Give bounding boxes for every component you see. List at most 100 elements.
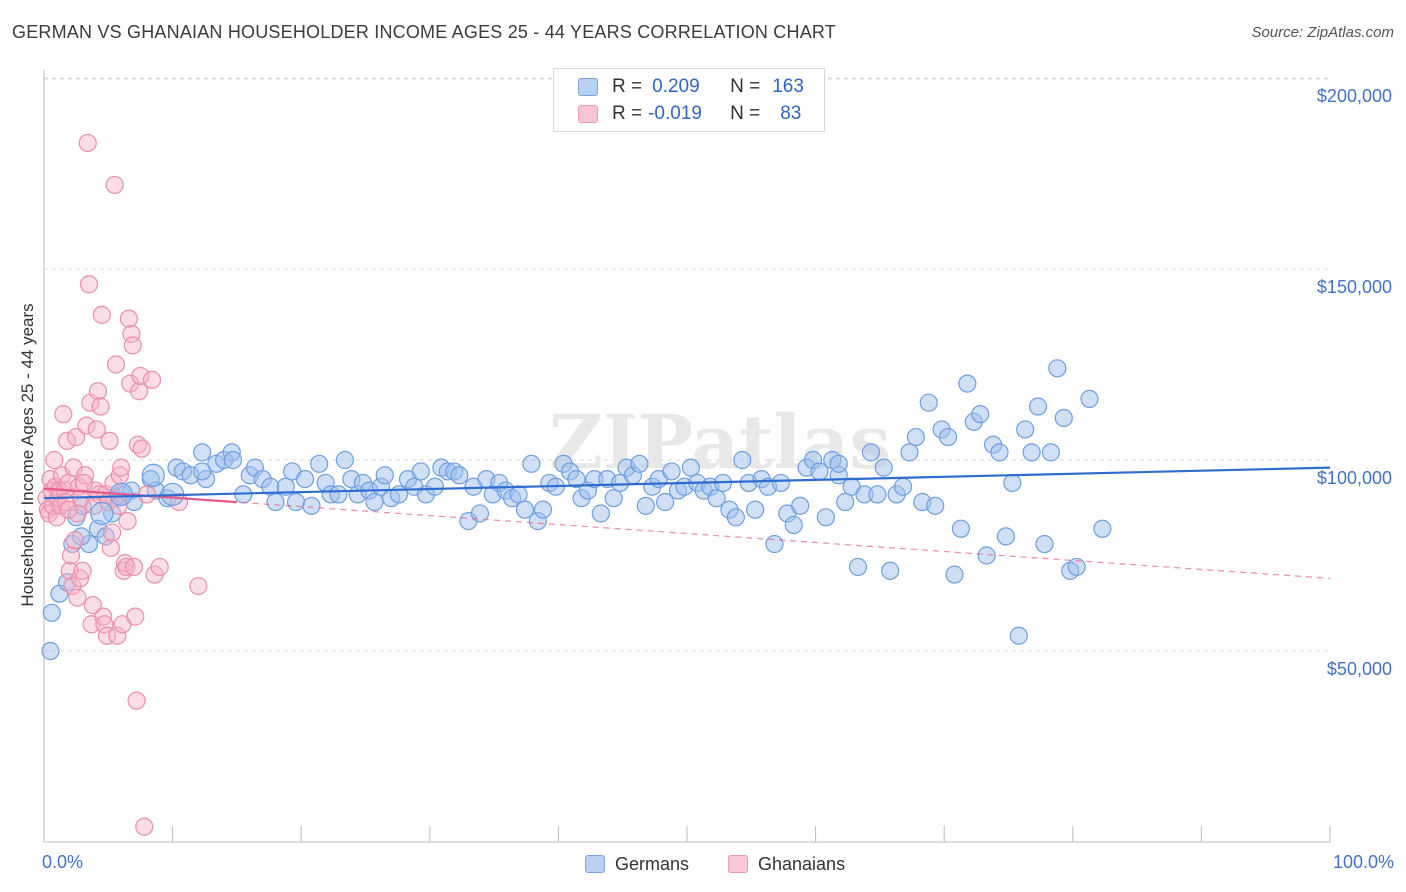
y-tick-label-200000: $200,000 — [1316, 86, 1392, 106]
german-point — [791, 496, 810, 515]
german-point — [996, 527, 1016, 546]
german-point — [470, 504, 490, 523]
german-point — [335, 450, 355, 470]
ghanaian-point — [105, 175, 124, 195]
german-point — [662, 462, 681, 481]
german-point — [771, 473, 790, 493]
ghanaian-point — [58, 431, 77, 450]
ghanaian-point — [119, 309, 138, 328]
ghanaian-point — [74, 473, 93, 493]
german-point — [1016, 420, 1035, 439]
german-point — [509, 485, 528, 504]
ghanaian-point — [108, 626, 127, 645]
german-point — [1067, 557, 1086, 577]
ghanaian-point — [142, 370, 162, 389]
german-point — [522, 454, 541, 473]
german-point — [286, 492, 306, 512]
y-tick-label-50000: $50,000 — [1326, 659, 1392, 679]
german-point — [861, 443, 880, 462]
legend-r-value: 0.209 — [652, 76, 700, 97]
ghanaian-swatch — [728, 855, 748, 873]
ghanaian-point — [65, 531, 84, 550]
bottom-legend-ghanaians-label: Ghanaians — [758, 853, 846, 874]
german-swatch — [578, 78, 598, 96]
german-point — [733, 450, 752, 470]
german-point — [1035, 534, 1054, 554]
ghanaian-point — [78, 133, 97, 153]
german-point — [1028, 397, 1048, 416]
ghanaian-point — [124, 557, 144, 577]
ghanaian-point — [91, 397, 110, 416]
german-point — [389, 485, 409, 504]
ghanaian-point — [131, 366, 150, 386]
ghanaian-point — [127, 691, 146, 710]
german-point — [302, 496, 321, 515]
german-point — [829, 454, 848, 473]
german-point — [681, 458, 700, 477]
german-point — [636, 496, 655, 515]
ghanaian-point — [68, 588, 87, 607]
german-point — [945, 565, 964, 584]
german-point — [746, 500, 765, 519]
ghanaian-point — [54, 405, 73, 424]
ghanaian-point — [59, 500, 78, 519]
chart-title: GERMAN VS GHANAIAN HOUSEHOLDER INCOME AG… — [12, 22, 836, 42]
german-point — [906, 427, 926, 447]
german-point — [1048, 359, 1067, 378]
german-point — [958, 374, 977, 393]
bottom-legend-germans: Germans — [585, 852, 689, 876]
ghanaian-point — [101, 538, 120, 557]
german-point — [938, 427, 958, 447]
german-point — [1022, 443, 1041, 462]
ghanaian-point — [189, 576, 208, 596]
legend-n-value: 83 — [780, 103, 802, 124]
legend-row-ghanaians: R = -0.019 N = 83 — [578, 102, 801, 126]
ghanaian-swatch — [578, 105, 598, 123]
german-point — [656, 492, 675, 512]
ghanaian-point — [60, 561, 79, 580]
german-point — [971, 405, 990, 424]
german-point — [90, 501, 114, 526]
german-trend-line — [43, 466, 1331, 500]
ghanaian-point — [117, 557, 136, 577]
german-point — [977, 546, 996, 565]
ghanaian-point — [103, 523, 122, 542]
german-point — [1003, 473, 1022, 493]
german-point — [375, 466, 394, 485]
ghanaian-point — [61, 546, 81, 565]
german-point — [951, 519, 971, 538]
german-point — [765, 534, 784, 554]
german-point — [193, 443, 212, 462]
german-point — [990, 443, 1009, 462]
ghanaian-point — [92, 305, 111, 324]
x-tick-label-max: 100.0% — [1332, 852, 1394, 872]
german-point — [1080, 389, 1099, 408]
german-point — [926, 496, 945, 515]
x-tick-label-min: 0.0% — [42, 852, 84, 872]
ghanaian-point — [126, 607, 145, 626]
ghanaian-point — [73, 561, 92, 580]
bottom-legend-ghanaians: Ghanaians — [728, 852, 845, 876]
ghanaian-point — [150, 557, 169, 577]
ghanaian-point — [94, 607, 113, 626]
german-point — [919, 393, 938, 412]
ghanaian-point — [83, 596, 102, 615]
ghanaian-point — [77, 416, 96, 435]
german-point — [515, 500, 535, 519]
ghanaian-point — [79, 275, 99, 294]
ghanaian-point — [100, 431, 119, 450]
ghanaian-point — [45, 450, 64, 470]
german-point — [630, 454, 649, 473]
y-tick-label-100000: $100,000 — [1316, 468, 1392, 488]
german-point — [223, 450, 243, 470]
ghanaian-point — [67, 427, 86, 447]
y-tick-label-150000: $150,000 — [1316, 277, 1392, 297]
ghanaian-point — [106, 355, 126, 374]
ghanaian-point — [63, 576, 82, 596]
legend-r-value: -0.019 — [648, 103, 702, 124]
ghanaian-point — [68, 504, 87, 523]
german-point — [848, 557, 868, 577]
german-point — [604, 489, 623, 508]
german-point — [41, 641, 60, 661]
